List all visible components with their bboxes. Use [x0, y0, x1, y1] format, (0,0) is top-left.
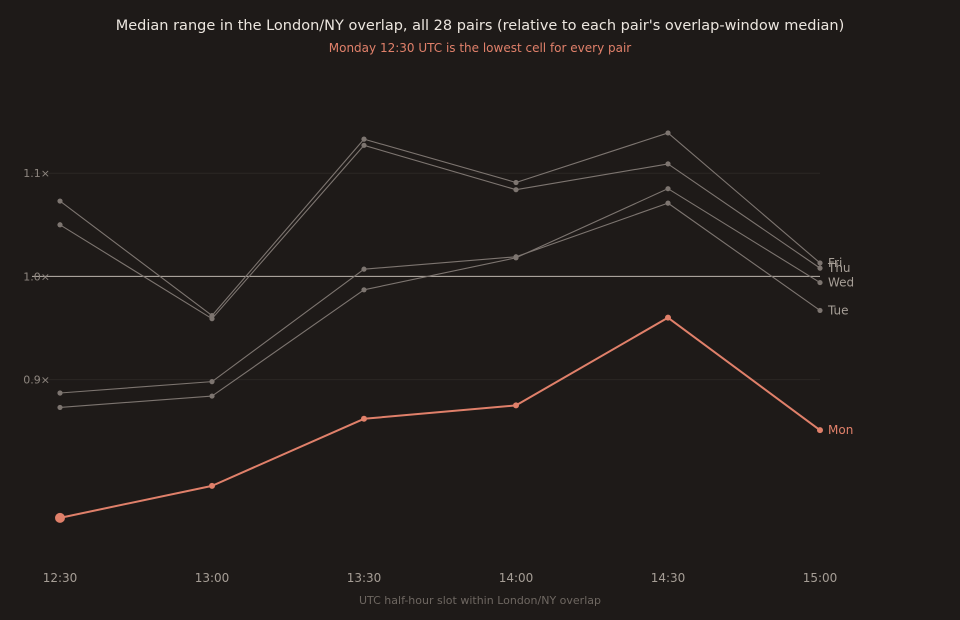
point-thu-2 [361, 142, 367, 148]
point-mon-3 [513, 402, 519, 409]
series-label-mon: Mon [828, 423, 853, 437]
point-wed-0 [57, 404, 63, 411]
series-line-wed [59, 188, 821, 408]
point-tue-3 [513, 254, 519, 260]
point-thu-5 [817, 265, 823, 271]
series-lines [55, 130, 823, 523]
series-label-wed: Wed [828, 276, 854, 290]
series-line-thu [59, 144, 821, 320]
x-tick-label-2: 13:30 [347, 571, 382, 585]
point-fri-0 [57, 198, 63, 204]
point-mon-0 [55, 512, 65, 523]
point-thu-3 [513, 187, 519, 193]
point-fri-2 [361, 136, 367, 142]
series-line-tue [59, 202, 821, 394]
chart-subtitle: Monday 12:30 UTC is the lowest cell for … [329, 41, 632, 55]
point-wed-2 [361, 287, 367, 293]
y-tick-label-1: 1.0× [23, 270, 50, 283]
point-tue-5 [817, 307, 823, 314]
x-tick-label-5: 15:00 [803, 571, 838, 585]
y-tick-label-0: 0.9× [23, 374, 50, 387]
x-tick-label-3: 14:00 [499, 571, 534, 585]
point-fri-5 [817, 260, 823, 266]
x-tick-label-0: 12:30 [43, 571, 78, 585]
point-thu-1 [209, 316, 215, 322]
point-mon-1 [209, 482, 215, 489]
point-fri-3 [513, 179, 519, 186]
chart-title: Median range in the London/NY overlap, a… [116, 18, 844, 34]
point-wed-5 [817, 279, 823, 286]
point-tue-1 [209, 379, 215, 385]
y-tick-label-2: 1.1× [23, 167, 50, 180]
series-label-thu: Thu [827, 261, 851, 275]
point-thu-4 [665, 161, 671, 167]
axis-ticks: 0.9× 1.0× 1.1× 12:30 13:00 13:30 14:00 14:30 15:… [23, 167, 837, 585]
point-fri-4 [665, 130, 671, 136]
x-tick-label-4: 14:30 [651, 571, 686, 585]
point-mon-5 [817, 427, 823, 434]
x-tick-label-1: 13:00 [195, 571, 230, 585]
point-wed-4 [665, 186, 671, 192]
x-axis-label: UTC half-hour slot within London/NY over… [359, 594, 601, 607]
point-thu-0 [57, 222, 63, 228]
series-line-mon [59, 316, 821, 519]
point-tue-2 [361, 266, 367, 272]
series-label-fri: Fri [828, 256, 842, 270]
series-label-tue: Tue [827, 303, 849, 317]
point-tue-4 [665, 200, 671, 206]
point-mon-4 [665, 314, 671, 321]
point-mon-2 [361, 415, 367, 422]
point-wed-1 [209, 393, 215, 399]
point-tue-0 [57, 390, 63, 396]
series-line-fri [59, 132, 821, 317]
